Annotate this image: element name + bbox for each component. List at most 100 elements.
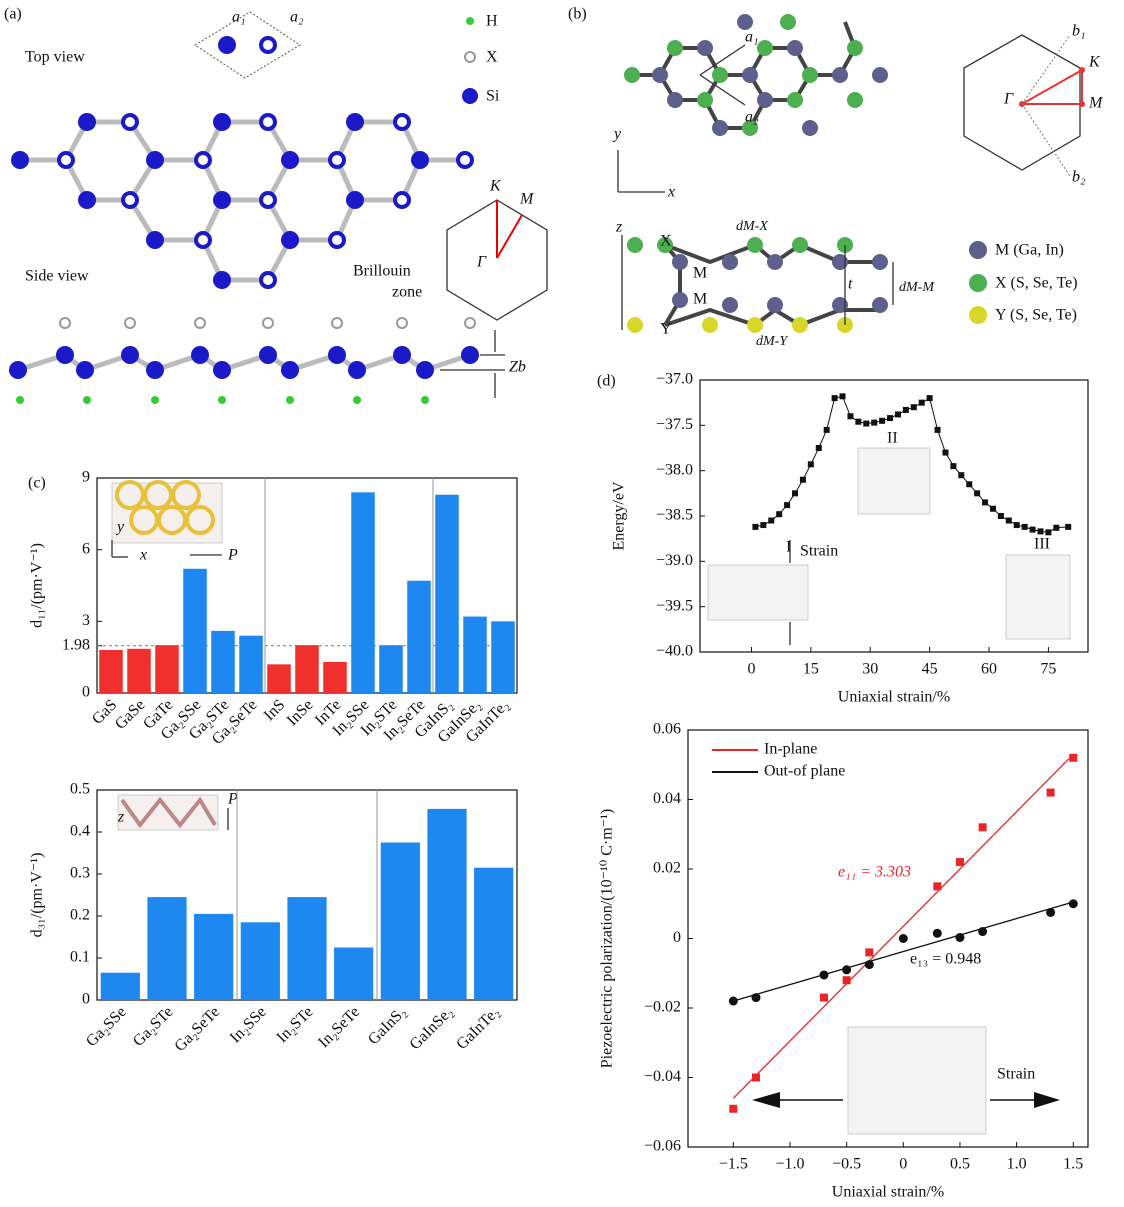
- label: dM-X: [736, 219, 768, 234]
- panel-label: (b): [568, 6, 587, 23]
- atom: [722, 297, 738, 313]
- label: b₁: [1072, 23, 1086, 40]
- y-tick-label: 1.98: [62, 636, 90, 653]
- atom: [872, 67, 888, 83]
- x-tick-label: 45: [922, 661, 938, 678]
- path: [1022, 70, 1082, 104]
- y-axis-label: Piezoelectric polarization/(10⁻¹⁰ C·m⁻¹): [599, 809, 616, 1068]
- x-tick-label: 75: [1040, 661, 1056, 678]
- atom: [702, 317, 718, 333]
- x-tick-label: InS: [261, 696, 289, 724]
- data-point: [729, 1105, 737, 1113]
- data-point: [808, 461, 814, 467]
- atom: [56, 346, 74, 364]
- label: a₂: [745, 109, 759, 126]
- data-point: [958, 472, 964, 478]
- atom: [146, 231, 164, 249]
- atom: [411, 151, 429, 169]
- data-point: [942, 450, 948, 456]
- data-point: [842, 965, 851, 974]
- data-point: [1069, 899, 1078, 908]
- label: M: [693, 291, 707, 308]
- atom: [330, 233, 344, 247]
- legend-label: X: [486, 49, 498, 66]
- atom: [286, 396, 294, 404]
- x-tick-label: InSe: [284, 696, 317, 729]
- atom: [461, 346, 479, 364]
- y-tick-label: 0.02: [653, 860, 681, 877]
- data-point: [863, 421, 869, 427]
- data-point: [998, 513, 1004, 519]
- atom: [421, 396, 429, 404]
- label: x: [667, 184, 675, 201]
- bar: [101, 973, 140, 1000]
- bar: [435, 495, 459, 693]
- x-tick-label: Ga₂SeTe: [171, 1003, 223, 1055]
- data-point: [933, 882, 941, 890]
- legend-label: Out-of plane: [764, 763, 845, 780]
- atom: [458, 153, 472, 167]
- y-tick-label: −39.5: [656, 597, 693, 614]
- y-tick-label: −0.04: [644, 1068, 681, 1085]
- y-axis-label: Energy/eV: [611, 481, 628, 550]
- inset-structure: [112, 448, 1070, 1134]
- data-point: [1037, 528, 1043, 534]
- legend-label: H: [486, 13, 498, 30]
- x-tick-label: In₂SSe: [227, 1003, 270, 1046]
- bar: [287, 897, 326, 1000]
- x-tick-label: GaInTe₂: [453, 1003, 503, 1053]
- label: z: [615, 219, 623, 236]
- data-point: [847, 413, 853, 419]
- annotation: II: [887, 430, 898, 447]
- bar: [323, 662, 347, 693]
- label: M: [693, 265, 707, 282]
- atom: [330, 153, 344, 167]
- y-tick-label: −0.06: [644, 1138, 681, 1155]
- atom: [757, 40, 773, 56]
- atom: [11, 151, 29, 169]
- atom: [346, 191, 364, 209]
- data-point: [895, 411, 901, 417]
- label: y: [612, 126, 622, 143]
- atom: [792, 237, 808, 253]
- data-point: [935, 427, 941, 433]
- label: X: [660, 233, 672, 250]
- atom: [59, 153, 73, 167]
- data-point: [871, 420, 877, 426]
- bar: [99, 650, 123, 693]
- data-point: [978, 927, 987, 936]
- atom: [627, 317, 643, 333]
- legend-atom: [462, 88, 478, 104]
- atom: [667, 92, 683, 108]
- label: K: [1088, 54, 1101, 71]
- atom: [787, 92, 803, 108]
- bond: [66, 122, 155, 200]
- x-tick-label: GaInSe₂: [407, 1003, 457, 1053]
- panel-label: (d): [597, 373, 616, 390]
- label: a₂: [290, 9, 304, 26]
- atom: [146, 151, 164, 169]
- atom: [123, 115, 137, 129]
- label: t: [848, 276, 853, 293]
- bar: [127, 649, 151, 693]
- data-point: [1053, 525, 1059, 531]
- atom: [348, 361, 366, 379]
- atom: [847, 92, 863, 108]
- y-axis-label: d₁₁/(pm·V⁻¹): [29, 543, 46, 628]
- x-tick-label: Ga₂STe: [130, 1003, 177, 1050]
- atom: [787, 40, 803, 56]
- atom: [125, 318, 135, 328]
- atom: [712, 120, 728, 136]
- atom: [261, 115, 275, 129]
- atom: [416, 361, 434, 379]
- legend-atom: [969, 241, 987, 259]
- inset: [708, 565, 808, 620]
- annotation: Strain: [800, 543, 838, 560]
- annotation: x: [139, 547, 147, 564]
- atom: [757, 92, 773, 108]
- bar: [351, 492, 375, 693]
- atom: [802, 120, 818, 136]
- data-point: [729, 997, 738, 1006]
- data-point: [1022, 524, 1028, 530]
- x-tick-label: In₂SeTe: [315, 1003, 363, 1051]
